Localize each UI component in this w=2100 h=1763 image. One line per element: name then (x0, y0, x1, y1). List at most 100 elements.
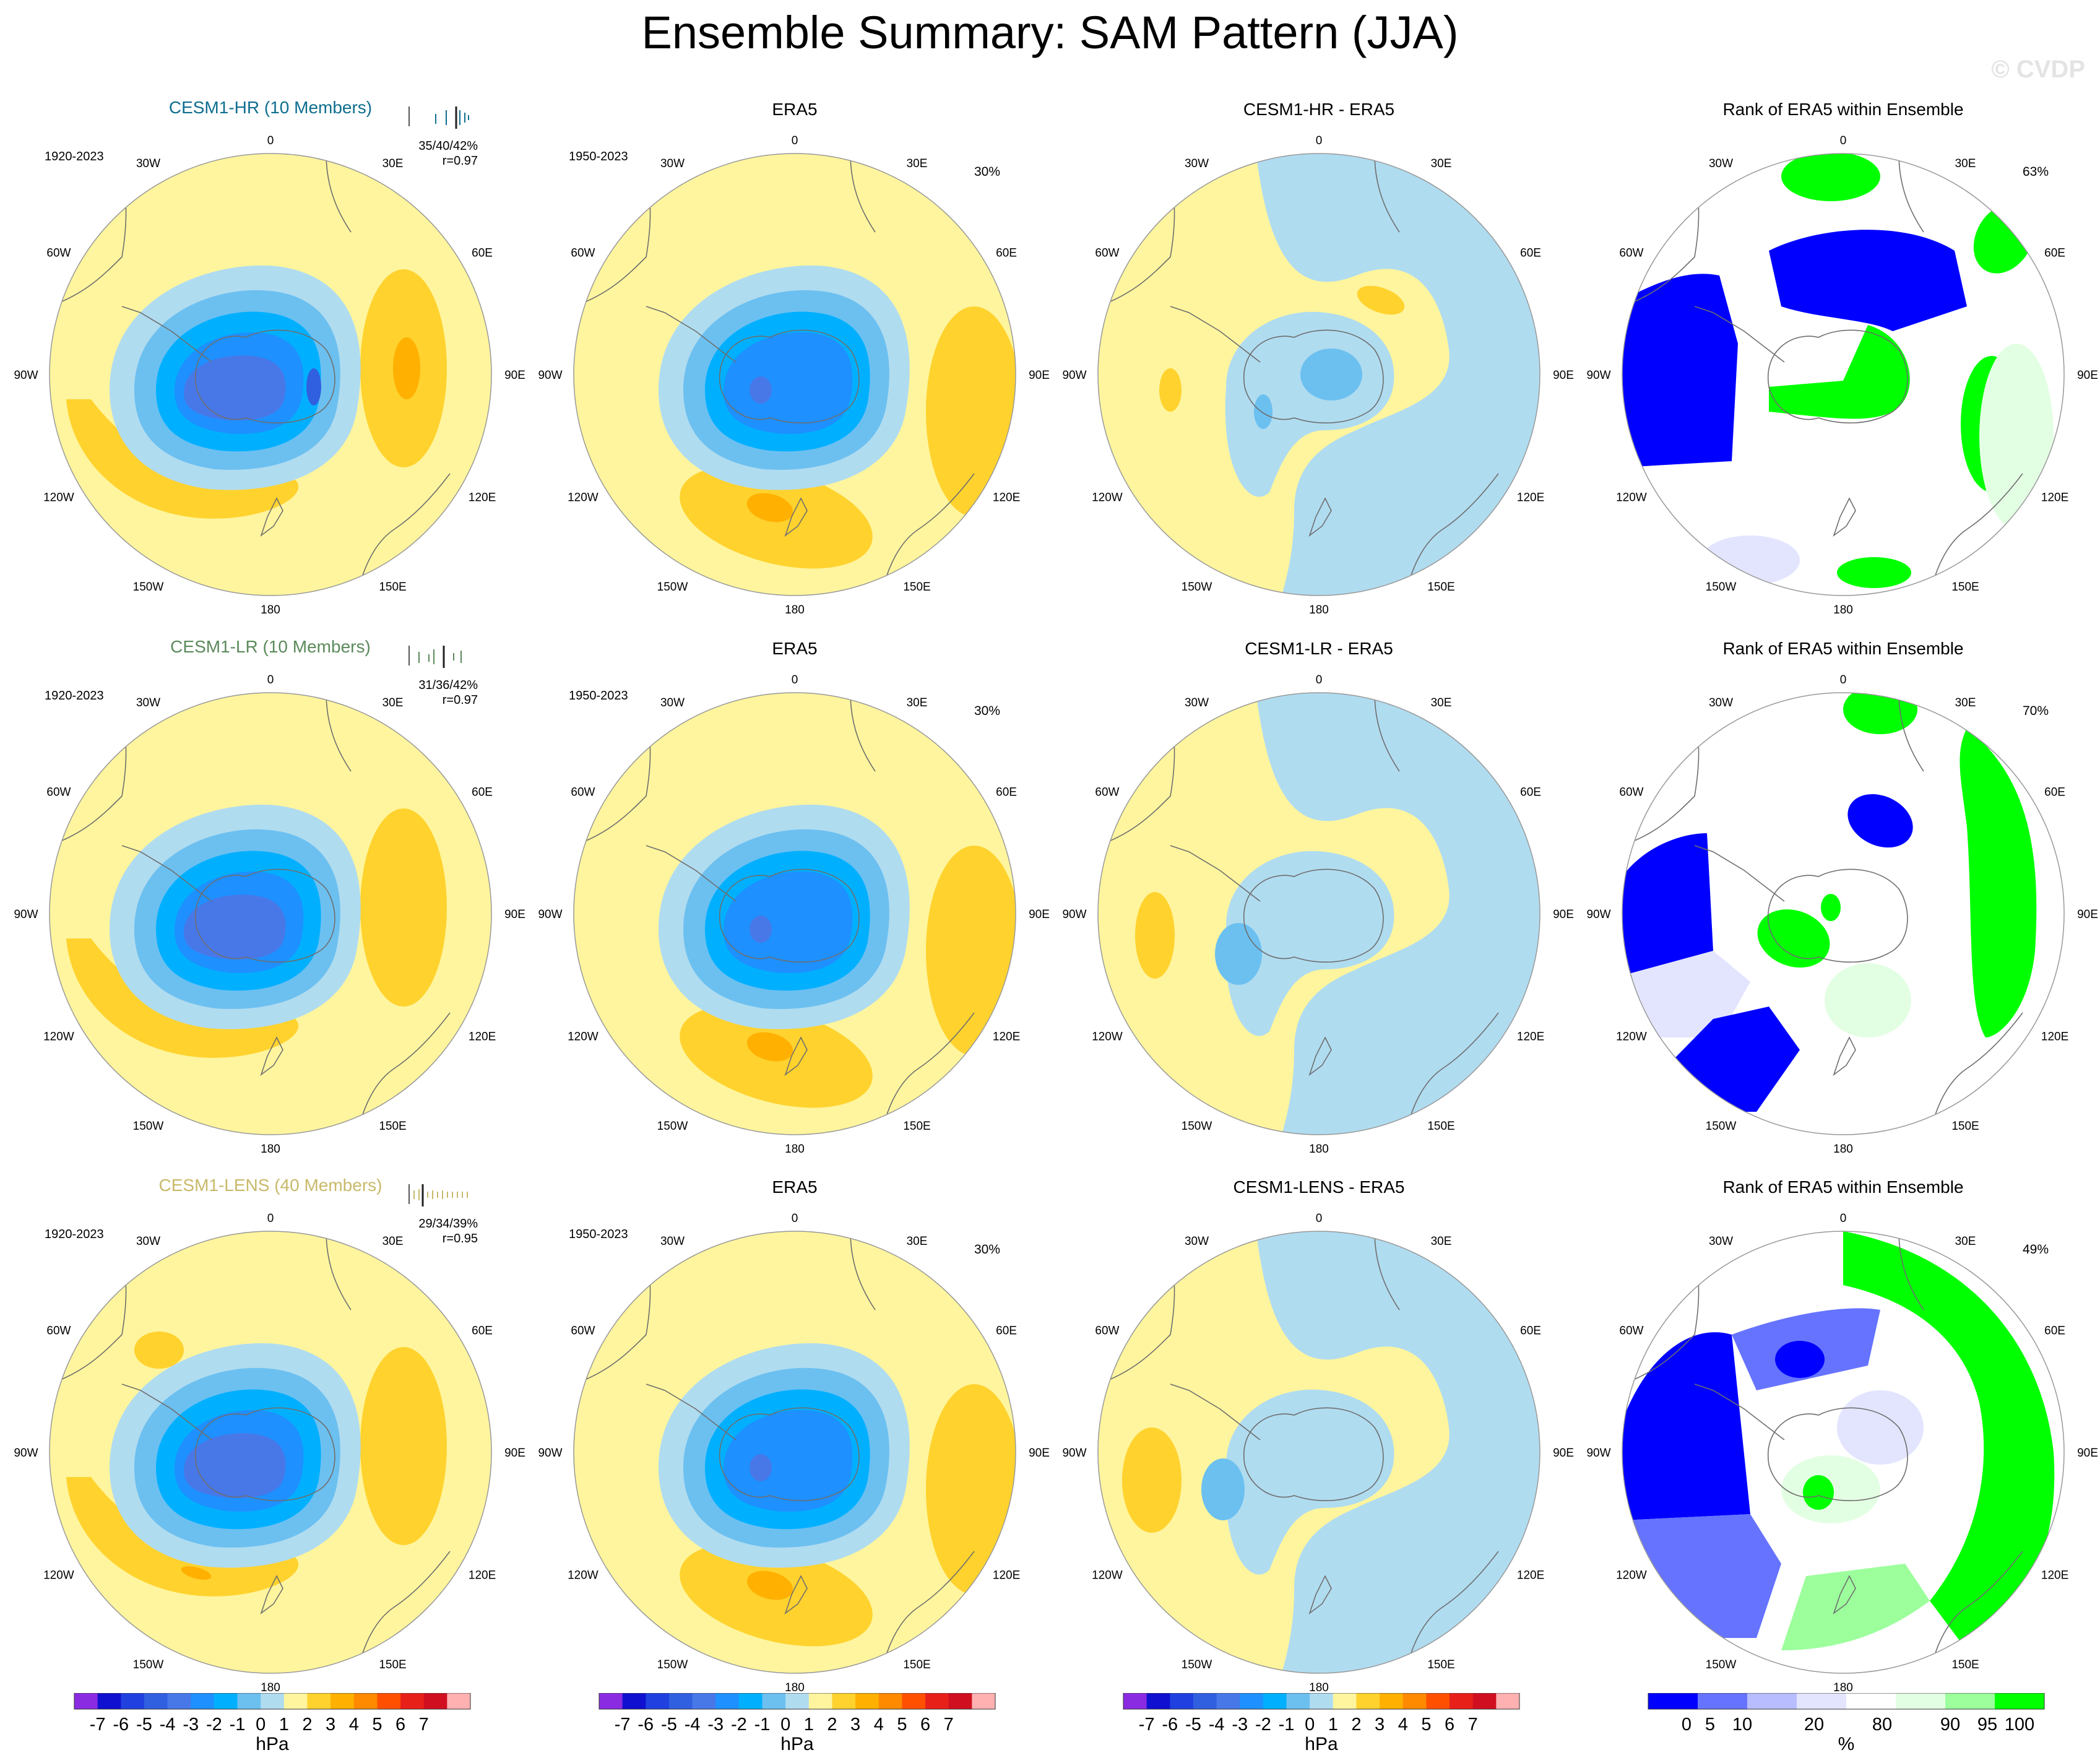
lon-label: 120E (2041, 1031, 2068, 1044)
colorbar-segment (1797, 1693, 1847, 1709)
lon-label: 30W (1185, 696, 1209, 709)
lon-label: 150E (379, 581, 406, 594)
obs-title-row-3: ERA5 (772, 1177, 818, 1197)
colorbar-segment (261, 1693, 285, 1709)
diff-title-row-1: CESM1-HR - ERA5 (1243, 100, 1395, 119)
lon-label: 60E (472, 247, 493, 260)
rank-title-row-3: Rank of ERA5 within Ensemble (1722, 1177, 1964, 1197)
lon-label: 120W (1092, 492, 1123, 505)
lon-label: 30E (1955, 157, 1976, 170)
lon-label: 0 (792, 134, 798, 147)
lon-label: 60W (1619, 786, 1643, 799)
rank-title-row-1: Rank of ERA5 within Ensemble (1722, 100, 1964, 119)
colorbar-tick-label: -4 (1209, 1715, 1225, 1735)
lon-label: 120E (2041, 492, 2068, 505)
lon-label: 30W (1709, 1235, 1733, 1248)
ensemble-tick-strip-row-1 (408, 106, 469, 129)
colorbar-tick-label: -1 (230, 1715, 246, 1735)
lon-label: 60E (1520, 1325, 1541, 1338)
colorbar-segment (1170, 1693, 1194, 1709)
colorbar-segment (1216, 1693, 1240, 1709)
colorbar-tick-label: 2 (1351, 1715, 1361, 1735)
colorbar-segment (97, 1693, 121, 1709)
model-corr-row-1: r=0.97 (442, 154, 478, 168)
colorbar-segment (925, 1693, 949, 1709)
obs-period-row-3: 1950-2023 (569, 1228, 628, 1241)
lon-label: 120W (1616, 1569, 1647, 1582)
main-title: Ensemble Summary: SAM Pattern (JJA) (641, 7, 1459, 58)
obs-title-row-1: ERA5 (772, 100, 818, 119)
lon-label: 150W (1182, 1658, 1212, 1671)
lon-label: 30E (1955, 1235, 1976, 1248)
colorbar-tick-label: 3 (326, 1715, 335, 1735)
lon-label: 90E (1553, 908, 1574, 921)
obs-period-row-2: 1950-2023 (569, 689, 628, 703)
lon-label: 180 (1833, 1681, 1853, 1694)
model-stats-row-2: 31/36/42% (418, 678, 478, 692)
colorbar-tick-label: 0 (256, 1715, 266, 1735)
lon-label: 90W (1062, 908, 1086, 921)
colorbar-segment (167, 1693, 191, 1709)
colorbar-tick-label: 80 (1872, 1715, 1892, 1735)
colorbar-segment (1286, 1693, 1310, 1709)
colorbar-hpa-1: -7 -6 -5 -4 -3 -2 -1 0 1 2 3 4 5 6 7 hPa (74, 1693, 471, 1754)
colorbar-tick-label: -5 (661, 1715, 677, 1735)
colorbar-tick-label: 3 (1375, 1715, 1385, 1735)
colorbar-segment (1846, 1693, 1896, 1709)
lon-label: 120E (2041, 1569, 2068, 1582)
difference-map-row-3: 0 30E 60E 90E 120E 150E 180 150W 120W 90W 60W 30W (1062, 1212, 1573, 1694)
lon-label: 150E (1427, 1658, 1454, 1671)
lon-label: 90W (14, 369, 38, 382)
lon-label: 90W (1586, 369, 1610, 382)
colorbar-segment (668, 1693, 693, 1709)
colorbar-tick-label: 0 (1305, 1715, 1315, 1735)
colorbar-tick-label: -7 (90, 1715, 106, 1735)
colorbar-unit: % (1838, 1734, 1855, 1754)
colorbar-segment (191, 1693, 215, 1709)
colorbar-tick-label: -5 (1185, 1715, 1201, 1735)
obs-sam-map-row-2: 0 30E 60E 90E 120E 150E 180 150W 120W 90W 60W 30W (538, 674, 1049, 1156)
lon-label: 30W (1185, 1235, 1209, 1248)
colorbar-tick-label: -6 (637, 1715, 654, 1735)
colorbar-segment (738, 1693, 763, 1709)
lon-label: 180 (261, 1681, 280, 1694)
obs-period-row-1: 1950-2023 (569, 150, 628, 163)
colorbar-segment (948, 1693, 972, 1709)
lon-label: 30W (1709, 157, 1733, 170)
ensemble-tick-strip-row-2 (408, 646, 462, 668)
lon-label: 150W (657, 581, 688, 594)
model-sam-map-row-1: 0 30E 60E 90E 120E 150E 180 150W 120W 90W 60W 30W (14, 134, 525, 617)
colorbar-tick-label: 0 (780, 1715, 790, 1735)
colorbar-segment (1472, 1693, 1497, 1709)
lon-label: 60W (46, 247, 71, 260)
colorbar-segment (423, 1693, 447, 1709)
lon-label: 150E (1427, 1120, 1454, 1133)
lon-label: 30W (136, 696, 160, 709)
colorbar-tick-label: 10 (1732, 1715, 1752, 1735)
lon-label: 150E (903, 581, 930, 594)
difference-map-row-2: 0 30E 60E 90E 120E 150E 180 150W 120W 90W 60W 30W (1062, 674, 1573, 1156)
lon-label: 120W (1616, 1031, 1647, 1044)
colorbar-segment (902, 1693, 926, 1709)
colorbar-tick-label: 5 (1421, 1715, 1431, 1735)
obs-sam-map-row-1: 0 30E 60E 90E 120E 150E 180 150W 120W 90W 60W 30W (538, 134, 1049, 617)
lon-label: 180 (785, 604, 805, 617)
lon-label: 30E (382, 1235, 404, 1248)
colorbar-tick-label: -3 (183, 1715, 199, 1735)
lon-label: 60E (2044, 1325, 2065, 1338)
lon-label: 60W (46, 1325, 71, 1338)
lon-label: 60W (571, 247, 595, 260)
obs-sam-map-row-3: 0 30E 60E 90E 120E 150E 180 150W 120W 90W 60W 30W (538, 1212, 1049, 1694)
lon-label: 0 (1840, 674, 1847, 687)
colorbar-segment (599, 1693, 623, 1709)
colorbar-tick-label: -2 (731, 1715, 747, 1735)
lon-label: 90W (1062, 369, 1086, 382)
colorbar-tick-label: -2 (1255, 1715, 1271, 1735)
lon-label: 180 (1309, 1143, 1329, 1156)
colorbar-segment (1193, 1693, 1217, 1709)
colorbar-tick-label: -5 (136, 1715, 152, 1735)
lon-label: 60W (1619, 1325, 1643, 1338)
lon-label: 0 (1316, 1212, 1323, 1225)
colorbar-tick-label: 6 (920, 1715, 930, 1735)
colorbar-segment (622, 1693, 646, 1709)
